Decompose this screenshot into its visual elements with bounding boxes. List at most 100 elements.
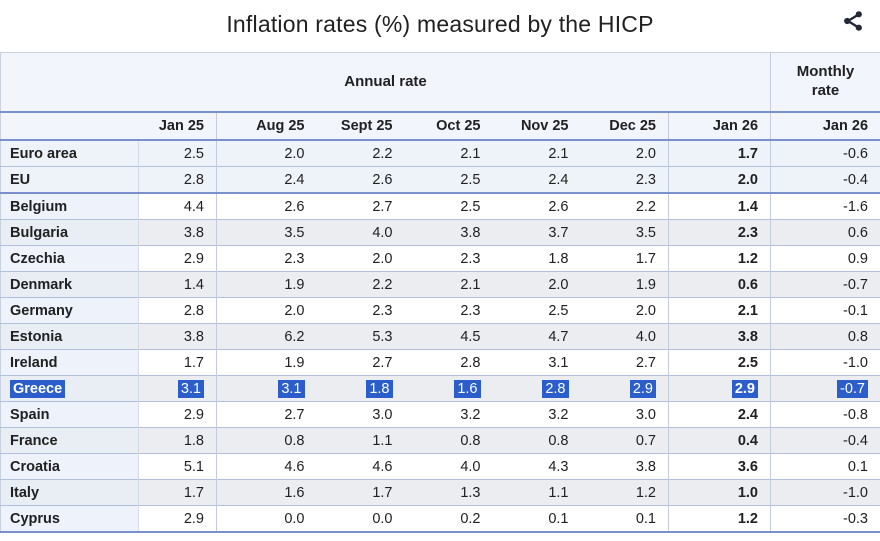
group-header-row: Annual rate Monthly rate — [0, 52, 880, 113]
row-label: Bulgaria — [0, 219, 139, 246]
annual-rate-cell: 2.0 — [216, 139, 317, 167]
annual-rate-cell: 1.7 — [138, 349, 217, 376]
annual-rate-cell: 3.1 — [492, 349, 581, 376]
table-row-euro-area: Euro area 2.5 2.0 2.2 2.1 2.1 2.0 1.7 -0.6 — [0, 139, 880, 167]
annual-rate-cell: 4.5 — [404, 323, 493, 350]
annual-rate-cell: 2.5 — [492, 297, 581, 324]
annual-rate-cell: 3.7 — [492, 219, 581, 246]
annual-rate-cell: 1.4 — [138, 271, 217, 298]
table-row-denmark: Denmark 1.4 1.9 2.2 2.1 2.0 1.9 0.6 -0.7 — [0, 271, 880, 298]
annual-rate-cell: 3.8 — [138, 323, 217, 350]
annual-rate-cell: 2.0 — [316, 245, 405, 272]
table-row-eu: EU 2.8 2.4 2.6 2.5 2.4 2.3 2.0 -0.4 — [0, 166, 880, 194]
annual-rate-cell: 4.0 — [580, 323, 669, 350]
annual-rate-cell: 3.0 — [316, 401, 405, 428]
annual-rate-cell: 2.3 — [580, 166, 669, 194]
monthly-rate-cell: -0.6 — [770, 139, 880, 167]
annual-rate-cell: 1.9 — [216, 349, 317, 376]
table-row-estonia: Estonia 3.8 6.2 5.3 4.5 4.7 4.0 3.8 0.8 — [0, 323, 880, 350]
annual-rate-cell: 1.7 — [316, 479, 405, 506]
share-icon — [841, 9, 865, 33]
column-header-sept-25: Sept 25 — [316, 112, 405, 141]
annual-rate-cell: 3.5 — [216, 219, 317, 246]
monthly-rate-cell: -0.1 — [770, 297, 880, 324]
annual-rate-cell: 2.9 — [138, 401, 217, 428]
annual-rate-header: Annual rate — [0, 52, 772, 113]
annual-rate-cell: 2.0 — [216, 297, 317, 324]
annual-rate-cell: 2.3 — [404, 297, 493, 324]
annual-rate-cell: 2.8 — [138, 166, 217, 194]
row-label: Spain — [0, 401, 139, 428]
annual-rate-cell: 1.8 — [316, 375, 405, 402]
annual-rate-cell: 1.1 — [492, 479, 581, 506]
annual-rate-cell: 2.6 — [316, 166, 405, 194]
annual-rate-cell: 2.4 — [492, 166, 581, 194]
table-row-spain: Spain 2.9 2.7 3.0 3.2 3.2 3.0 2.4 -0.8 — [0, 401, 880, 428]
monthly-rate-cell: 0.9 — [770, 245, 880, 272]
annual-rate-cell: 3.1 — [216, 375, 317, 402]
annual-rate-cell: 2.9 — [668, 375, 772, 402]
annual-rate-cell: 0.1 — [492, 505, 581, 532]
table-body: Euro area 2.5 2.0 2.2 2.1 2.1 2.0 1.7 -0.6 EU 2.8 2… — [0, 139, 880, 532]
row-label: Ireland — [0, 349, 139, 376]
annual-rate-cell: 3.2 — [492, 401, 581, 428]
annual-rate-cell: 1.7 — [138, 479, 217, 506]
annual-rate-cell: 0.7 — [580, 427, 669, 454]
annual-rate-cell: 4.0 — [316, 219, 405, 246]
monthly-rate-cell: -0.4 — [770, 427, 880, 454]
annual-rate-cell: 2.0 — [580, 297, 669, 324]
annual-rate-cell: 5.3 — [316, 323, 405, 350]
row-label: Euro area — [0, 139, 139, 167]
annual-rate-cell: 3.8 — [404, 219, 493, 246]
annual-rate-cell: 0.8 — [404, 427, 493, 454]
annual-rate-cell: 6.2 — [216, 323, 317, 350]
annual-rate-cell: 2.2 — [580, 192, 669, 220]
annual-rate-cell: 0.2 — [404, 505, 493, 532]
monthly-rate-cell: -0.7 — [770, 271, 880, 298]
annual-rate-cell: 0.6 — [668, 271, 772, 298]
monthly-rate-cell: -1.6 — [770, 192, 880, 220]
row-label: Denmark — [0, 271, 139, 298]
annual-rate-cell: 1.2 — [668, 505, 772, 532]
selected-text: 3.1 — [278, 379, 305, 398]
monthly-rate-cell: -0.4 — [770, 166, 880, 194]
table-row-germany: Germany 2.8 2.0 2.3 2.3 2.5 2.0 2.1 -0.1 — [0, 297, 880, 324]
annual-rate-cell: 3.5 — [580, 219, 669, 246]
annual-rate-cell: 2.1 — [404, 271, 493, 298]
table-row-italy: Italy 1.7 1.6 1.7 1.3 1.1 1.2 1.0 -1.0 — [0, 479, 880, 506]
annual-rate-cell: 2.0 — [668, 166, 772, 194]
annual-rate-cell: 2.6 — [216, 192, 317, 220]
annual-rate-cell: 5.1 — [138, 453, 217, 480]
annual-rate-cell: 3.1 — [138, 375, 217, 402]
annual-rate-cell: 0.8 — [216, 427, 317, 454]
selected-text: 2.8 — [542, 379, 569, 398]
annual-rate-cell: 0.8 — [492, 427, 581, 454]
annual-rate-cell: 3.0 — [580, 401, 669, 428]
annual-rate-cell: 2.2 — [316, 139, 405, 167]
annual-rate-cell: 0.0 — [216, 505, 317, 532]
row-label: Estonia — [0, 323, 139, 350]
annual-rate-cell: 2.0 — [492, 271, 581, 298]
share-button[interactable] — [841, 9, 865, 33]
monthly-rate-cell: -0.3 — [770, 505, 880, 532]
table-row-belgium: Belgium 4.4 2.6 2.7 2.5 2.6 2.2 1.4 -1.6 — [0, 192, 880, 220]
selected-text: 2.9 — [731, 379, 759, 398]
monthly-rate-cell: 0.1 — [770, 453, 880, 480]
row-label: Cyprus — [0, 505, 139, 532]
annual-rate-cell: 2.9 — [138, 505, 217, 532]
monthly-column-header: Jan 26 — [770, 112, 880, 141]
annual-rate-cell: 1.4 — [668, 192, 772, 220]
table-row-bulgaria: Bulgaria 3.8 3.5 4.0 3.8 3.7 3.5 2.3 0.6 — [0, 219, 880, 246]
annual-rate-cell: 2.3 — [216, 245, 317, 272]
table-row-croatia: Croatia 5.1 4.6 4.6 4.0 4.3 3.8 3.6 0.1 — [0, 453, 880, 480]
annual-rate-cell: 1.9 — [216, 271, 317, 298]
annual-rate-cell: 1.7 — [580, 245, 669, 272]
annual-rate-cell: 1.7 — [668, 139, 772, 167]
annual-rate-cell: 4.6 — [216, 453, 317, 480]
row-label: Belgium — [0, 192, 139, 220]
annual-rate-cell: 2.1 — [668, 297, 772, 324]
corner-cell — [0, 112, 139, 141]
selected-text: 1.8 — [366, 379, 393, 398]
annual-rate-cell: 2.9 — [580, 375, 669, 402]
